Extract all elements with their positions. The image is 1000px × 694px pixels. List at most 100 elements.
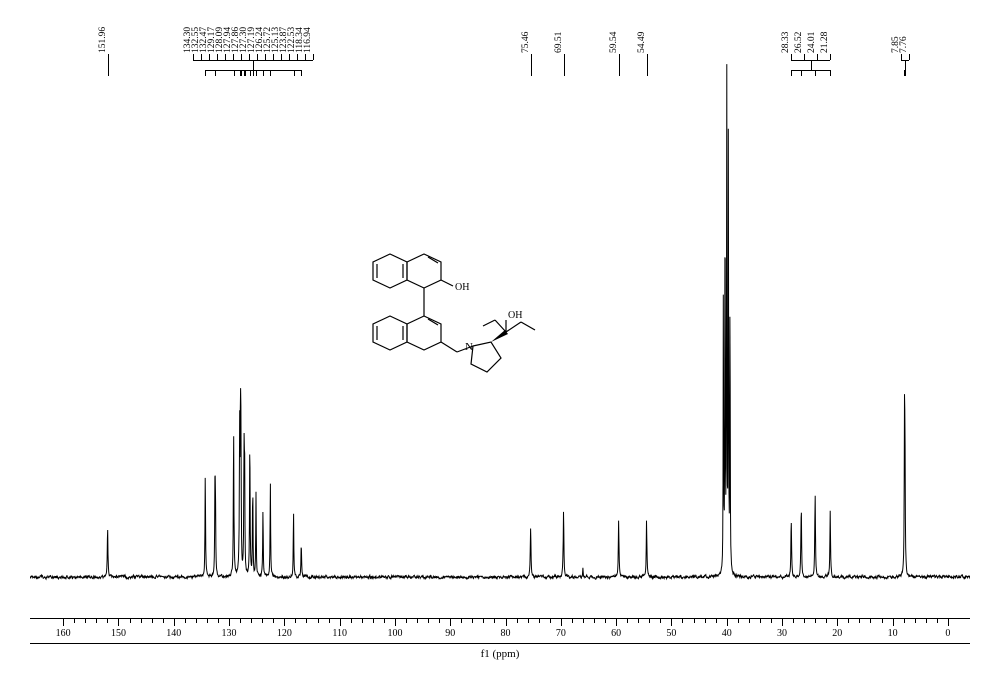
x-tick-label: 130	[222, 628, 237, 639]
x-tick-minor	[638, 619, 639, 623]
x-tick-minor	[517, 619, 518, 623]
x-tick-label: 140	[166, 628, 181, 639]
peak-position-tick	[830, 70, 831, 76]
x-tick-minor	[904, 619, 905, 623]
x-tick-major	[616, 619, 617, 626]
peak-label: 75.46	[521, 32, 531, 53]
x-tick-minor	[605, 619, 606, 623]
peak-label: 151.96	[98, 27, 108, 53]
x-tick-minor	[152, 619, 153, 623]
peak-position-tick	[619, 70, 620, 76]
peak-label: 21.28	[820, 32, 830, 53]
x-tick-minor	[318, 619, 319, 623]
x-tick-minor	[251, 619, 252, 623]
x-tick-minor	[185, 619, 186, 623]
x-tick-minor	[362, 619, 363, 623]
x-tick-major	[727, 619, 728, 626]
x-tick-label: 40	[722, 628, 732, 639]
x-tick-minor	[937, 619, 938, 623]
x-tick-label: 90	[445, 628, 455, 639]
x-tick-minor	[528, 619, 529, 623]
structure-oh-2: OH	[508, 310, 522, 321]
bracket-bottom	[791, 70, 830, 71]
x-tick-major	[450, 619, 451, 626]
x-tick-minor	[539, 619, 540, 623]
x-tick-minor	[130, 619, 131, 623]
chemical-structure: OH OH N	[335, 250, 560, 395]
x-tick-minor	[848, 619, 849, 623]
x-tick-minor	[428, 619, 429, 623]
x-tick-minor	[859, 619, 860, 623]
x-tick-minor	[218, 619, 219, 623]
peak-position-tick	[301, 70, 302, 76]
x-axis-box: 0102030405060708090100110120130140150160	[30, 618, 970, 644]
x-tick-major	[893, 619, 894, 626]
peak-connector	[108, 60, 109, 70]
x-tick-major	[395, 619, 396, 626]
x-tick-minor	[915, 619, 916, 623]
x-tick-major	[671, 619, 672, 626]
x-tick-label: 110	[332, 628, 347, 639]
x-tick-label: 100	[387, 628, 402, 639]
peak-connector	[647, 60, 648, 70]
x-tick-minor	[682, 619, 683, 623]
peak-label-stem	[313, 54, 314, 60]
x-tick-minor	[85, 619, 86, 623]
x-tick-label: 80	[501, 628, 511, 639]
x-tick-minor	[417, 619, 418, 623]
x-tick-minor	[306, 619, 307, 623]
x-tick-minor	[815, 619, 816, 623]
bracket-trunk	[905, 60, 906, 70]
x-tick-minor	[196, 619, 197, 623]
bracket-trunk	[811, 60, 812, 70]
x-tick-minor	[406, 619, 407, 623]
peak-position-tick	[531, 70, 532, 76]
x-tick-label: 60	[611, 628, 621, 639]
x-tick-minor	[472, 619, 473, 623]
peak-position-tick	[108, 70, 109, 76]
x-tick-minor	[749, 619, 750, 623]
x-tick-minor	[107, 619, 108, 623]
x-tick-minor	[716, 619, 717, 623]
x-tick-minor	[273, 619, 274, 623]
x-tick-minor	[240, 619, 241, 623]
x-tick-minor	[926, 619, 927, 623]
x-tick-major	[506, 619, 507, 626]
x-tick-minor	[594, 619, 595, 623]
x-tick-major	[561, 619, 562, 626]
x-tick-minor	[439, 619, 440, 623]
x-tick-minor	[804, 619, 805, 623]
peak-connector	[564, 60, 565, 70]
peak-label-stem	[909, 54, 910, 60]
x-tick-label: 160	[56, 628, 71, 639]
x-tick-label: 150	[111, 628, 126, 639]
x-tick-label: 70	[556, 628, 566, 639]
x-tick-label: 120	[277, 628, 292, 639]
x-tick-label: 20	[832, 628, 842, 639]
x-tick-major	[229, 619, 230, 626]
x-tick-minor	[207, 619, 208, 623]
x-tick-major	[174, 619, 175, 626]
x-tick-minor	[461, 619, 462, 623]
x-tick-minor	[483, 619, 484, 623]
bracket-trunk	[253, 60, 254, 70]
x-tick-minor	[870, 619, 871, 623]
x-tick-minor	[373, 619, 374, 623]
x-tick-minor	[163, 619, 164, 623]
x-tick-major	[782, 619, 783, 626]
x-tick-minor	[826, 619, 827, 623]
peak-label: 59.54	[609, 32, 619, 53]
x-tick-minor	[649, 619, 650, 623]
x-tick-minor	[351, 619, 352, 623]
x-tick-label: 10	[888, 628, 898, 639]
x-tick-minor	[295, 619, 296, 623]
x-tick-minor	[882, 619, 883, 623]
x-tick-minor	[694, 619, 695, 623]
x-tick-minor	[384, 619, 385, 623]
peak-label: 54.49	[637, 32, 647, 53]
x-tick-major	[340, 619, 341, 626]
x-tick-major	[948, 619, 949, 626]
x-tick-major	[118, 619, 119, 626]
peak-label: 7.76	[899, 36, 909, 53]
peak-position-tick	[564, 70, 565, 76]
